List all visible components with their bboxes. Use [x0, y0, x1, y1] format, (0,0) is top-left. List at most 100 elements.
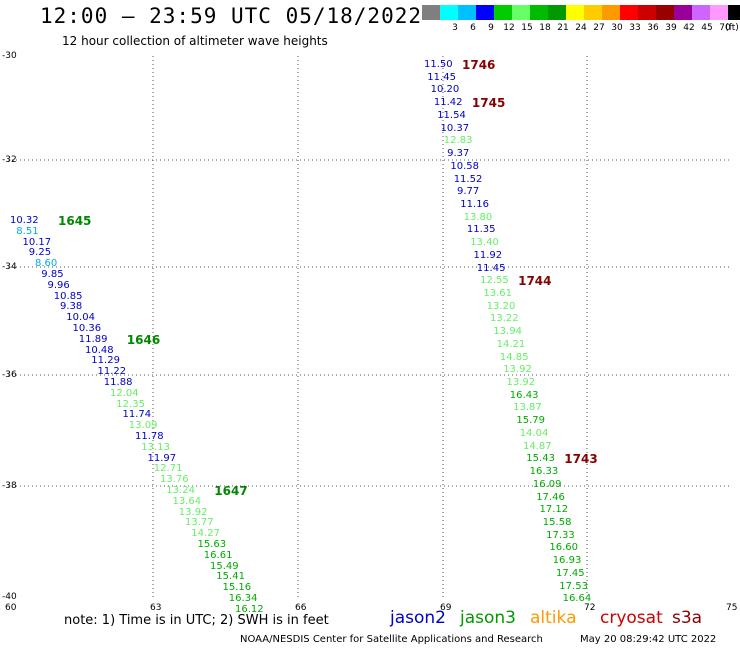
wave-height-value: 16.61 [203, 549, 233, 561]
wave-height-value: 16.09 [532, 478, 562, 490]
satellite-legend-cryosat: cryosat [600, 608, 663, 628]
scale-swatch [584, 5, 602, 20]
scale-swatch [476, 5, 494, 20]
wave-height-value: 15.43 [526, 453, 555, 465]
wave-height-value: 12.71 [153, 463, 183, 475]
scale-swatch [530, 5, 548, 20]
satellite-legend-jason2: jason2 [390, 608, 446, 628]
scale-label: 9 [488, 23, 494, 33]
wave-height-value: 14.87 [523, 440, 552, 452]
footnote: note: 1) Time is in UTC; 2) SWH is in fe… [64, 613, 329, 628]
wave-height-value: 17.33 [546, 529, 575, 541]
longitude-label: 66 [295, 603, 307, 613]
wave-height-value: 11.35 [466, 224, 496, 236]
latitude-label: -32 [2, 155, 17, 165]
wave-height-value: 11.45 [476, 262, 506, 274]
scale-swatch [458, 5, 476, 20]
wave-height-value: 13.64 [172, 495, 202, 507]
scale-label: 6 [470, 23, 476, 33]
wave-height-value: 11.74 [122, 409, 152, 421]
wave-height-value: 12.35 [116, 398, 145, 410]
wave-height-value: 16.64 [562, 593, 592, 605]
longitude-label: 72 [584, 603, 596, 613]
wave-height-value: 11.88 [103, 377, 133, 388]
scale-label: 27 [593, 23, 605, 33]
wave-height-value: 9.38 [60, 301, 83, 313]
map-title: 12:00 – 23:59 UTC 05/18/2022 [40, 4, 423, 28]
scale-label: 39 [665, 23, 677, 33]
pass-time-label: 1647 [214, 484, 248, 498]
wave-height-value: 13.87 [513, 402, 542, 414]
wave-height-value: 10.20 [430, 84, 460, 96]
wave-height-value: 15.79 [516, 415, 546, 427]
latitude-label: -38 [2, 481, 17, 491]
wave-height-value: 11.54 [437, 109, 466, 121]
pass-time-label: 1646 [126, 332, 161, 347]
wave-height-value: 13.80 [463, 211, 493, 223]
wave-height-value: 16.93 [552, 555, 582, 567]
wave-height-value: 15.16 [222, 582, 252, 594]
wave-height-value: 11.52 [453, 173, 483, 185]
scale-label: 15 [521, 23, 533, 33]
wave-height-value: 11.97 [147, 452, 177, 464]
wave-height-value: 11.29 [91, 355, 120, 367]
longitude-label: 75 [726, 603, 738, 613]
wave-height-value: 10.85 [53, 290, 83, 302]
map-frame [7, 55, 733, 598]
wave-height-value: 9.37 [447, 148, 470, 159]
pass-time-label: 1744 [518, 274, 552, 289]
longitude-label: 69 [440, 603, 452, 613]
wave-height-value: 17.53 [559, 580, 588, 592]
wave-height-value: 11.78 [135, 431, 164, 442]
scale-label: 12 [503, 23, 515, 33]
wave-height-value: 11.50 [424, 59, 453, 70]
generated-timestamp: May 20 08:29:42 UTC 2022 [580, 634, 717, 645]
scale-swatch [620, 5, 638, 20]
scale-swatch [512, 5, 530, 20]
longitude-label: 60 [5, 603, 17, 613]
wave-height-value: 15.41 [216, 571, 245, 583]
wave-height-value: 16.33 [529, 466, 559, 477]
scale-swatch [440, 5, 458, 20]
wave-height-value: 10.32 [10, 215, 39, 226]
pass-time-label: 1743 [564, 452, 598, 467]
wave-height-value: 13.24 [166, 485, 195, 496]
scale-label: 24 [575, 23, 587, 33]
wave-height-value: 8.51 [16, 225, 39, 237]
wave-height-value: 9.96 [47, 279, 70, 291]
wave-height-value: 11.92 [473, 249, 503, 261]
wave-height-value: 11.16 [460, 198, 489, 210]
wave-height-value: 12.83 [443, 135, 473, 147]
wave-height-value: 17.12 [539, 504, 569, 516]
wave-height-value: 13.92 [506, 377, 536, 388]
scale-label: 33 [629, 23, 641, 33]
scale-swatch [692, 5, 710, 20]
wave-height-value: 10.48 [85, 344, 114, 356]
pass-time-label: 1645 [58, 214, 92, 228]
scale-swatch [422, 5, 440, 20]
wave-height-value: 11.22 [97, 366, 127, 378]
wave-height-value: 13.13 [141, 441, 170, 453]
wave-height-value: 9.25 [28, 247, 52, 259]
wave-height-value: 16.43 [509, 389, 539, 401]
wave-height-value: 10.17 [22, 236, 52, 248]
wave-height-value: 11.42 [433, 97, 463, 109]
wave-height-value: 15.49 [210, 560, 239, 572]
wave-height-value: 16.60 [549, 542, 579, 554]
scale-label: 30 [611, 23, 623, 33]
wave-height-value: 9.85 [41, 269, 64, 280]
wave-height-value: 10.04 [66, 312, 95, 324]
scale-swatch [674, 5, 692, 20]
wave-height-value: 10.58 [450, 160, 480, 172]
scale-label: 21 [557, 23, 569, 33]
wave-height-value: 17.45 [556, 567, 585, 579]
scale-swatch [710, 5, 728, 20]
wave-height-value: 13.94 [493, 326, 522, 338]
scale-unit: (ft) [725, 23, 739, 33]
satellite-legend-s3a: s3a [672, 608, 703, 628]
scale-swatch [638, 5, 656, 20]
wave-height-value: 15.58 [542, 516, 572, 528]
wave-height-value: 14.04 [519, 427, 549, 439]
pass-time-label: 1745 [471, 96, 506, 111]
map-subtitle: 12 hour collection of altimeter wave hei… [62, 34, 328, 48]
